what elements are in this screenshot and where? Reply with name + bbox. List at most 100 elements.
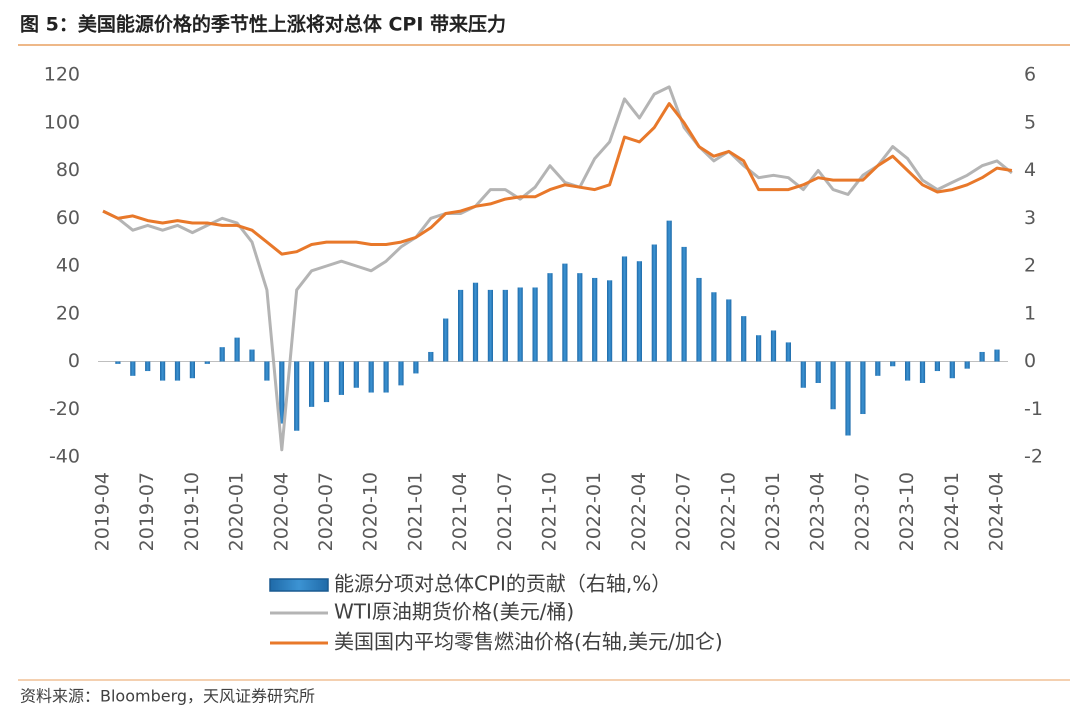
bar	[383, 361, 389, 393]
y2-tick-label: 1	[1024, 302, 1036, 324]
y-tick-label: 100	[44, 111, 80, 133]
bar	[770, 330, 777, 362]
bar	[592, 277, 598, 362]
bar	[830, 361, 836, 410]
bar	[696, 277, 702, 362]
bar	[875, 361, 881, 376]
x-tick-label: 2021-01	[404, 472, 426, 551]
x-tick-label: 2020-01	[226, 472, 248, 551]
bar	[577, 273, 583, 362]
legend-label: WTI原油期货价格(美元/桶)	[334, 600, 574, 624]
x-tick-label: 2023-07	[851, 472, 873, 551]
y2-tick-label: 6	[1024, 64, 1036, 86]
bar	[174, 361, 181, 381]
y-tick-label: -40	[49, 446, 80, 468]
bar	[145, 361, 151, 372]
bar	[636, 261, 642, 362]
bar	[681, 246, 687, 362]
bar	[428, 351, 434, 362]
bar	[443, 318, 449, 362]
line	[102, 85, 1013, 452]
x-tick-label: 2022-10	[717, 472, 739, 551]
x-tick-label: 2022-07	[673, 472, 695, 551]
bar	[189, 361, 195, 379]
bar	[919, 361, 926, 383]
bar	[964, 361, 970, 369]
bar	[949, 361, 955, 379]
y-tick-label: 80	[56, 159, 80, 181]
y2-tick-label: 5	[1024, 111, 1036, 133]
bar	[502, 289, 508, 362]
bar	[890, 361, 896, 367]
bar	[800, 361, 806, 388]
bar	[279, 361, 285, 424]
x-tick-label: 2021-07	[494, 472, 516, 551]
x-tick-label: 2020-10	[360, 472, 382, 551]
x-tick-label: 2022-04	[628, 472, 650, 551]
bar	[741, 316, 747, 362]
bar	[711, 292, 717, 362]
bar	[726, 299, 732, 362]
y2-tick-label: 2	[1024, 255, 1036, 277]
bar	[338, 361, 344, 395]
x-tick-label: 2019-04	[92, 472, 114, 551]
source: 资料来源：Bloomberg，天风证券研究所	[20, 687, 315, 706]
x-tick-label: 2024-04	[986, 472, 1008, 551]
bar	[219, 347, 225, 362]
y-tick-label: 0	[68, 350, 80, 372]
bar	[756, 335, 762, 362]
y-tick-label: -20	[49, 398, 80, 420]
bar	[264, 361, 270, 381]
y2-tick-label: 4	[1024, 159, 1036, 181]
bar	[934, 361, 940, 372]
bar	[487, 289, 493, 362]
bar	[458, 289, 464, 362]
bar	[249, 349, 255, 362]
bar	[517, 287, 523, 362]
bar	[204, 361, 210, 364]
bar	[547, 273, 553, 362]
bar	[323, 361, 330, 403]
bar	[845, 361, 851, 436]
bar	[994, 349, 1000, 362]
chart-title: 图 5：美国能源价格的季节性上涨将对总体 CPI 带来压力	[20, 13, 506, 36]
bar	[368, 361, 374, 393]
bar	[621, 256, 628, 362]
x-tick-label: 2022-01	[583, 472, 605, 551]
bar	[160, 361, 166, 381]
bar	[532, 287, 538, 362]
x-tick-label: 2021-04	[449, 472, 471, 551]
bar	[562, 263, 568, 362]
bar	[309, 361, 315, 407]
bar	[115, 361, 121, 364]
bar	[979, 351, 985, 362]
bar	[815, 361, 821, 383]
x-tick-label: 2023-10	[896, 472, 918, 551]
y2-tick-label: -2	[1024, 446, 1043, 468]
y-tick-label: 120	[44, 64, 80, 86]
x-tick-label: 2019-10	[181, 472, 203, 551]
bar	[130, 361, 136, 376]
bar	[413, 361, 419, 374]
legend-swatch	[269, 578, 329, 592]
bar	[294, 361, 300, 431]
bar	[666, 220, 672, 362]
x-tick-label: 2020-04	[270, 472, 292, 551]
bar	[860, 361, 866, 415]
bar	[785, 342, 791, 362]
y-tick-label: 20	[56, 302, 80, 324]
x-tick-label: 2024-01	[941, 472, 963, 551]
x-tick-label: 2023-04	[807, 472, 829, 551]
x-tick-label: 2021-10	[539, 472, 561, 551]
y2-tick-label: 0	[1024, 350, 1036, 372]
bar	[651, 244, 657, 362]
y2-tick-label: 3	[1024, 207, 1036, 229]
y2-tick-label: -1	[1024, 398, 1043, 420]
x-tick-label: 2019-07	[136, 472, 158, 551]
y-tick-label: 60	[56, 207, 80, 229]
bar	[398, 361, 404, 386]
bar	[234, 337, 240, 362]
bar	[607, 280, 613, 362]
legend-label: 美国国内平均零售燃油价格(右轴,美元/加仑)	[334, 630, 723, 654]
